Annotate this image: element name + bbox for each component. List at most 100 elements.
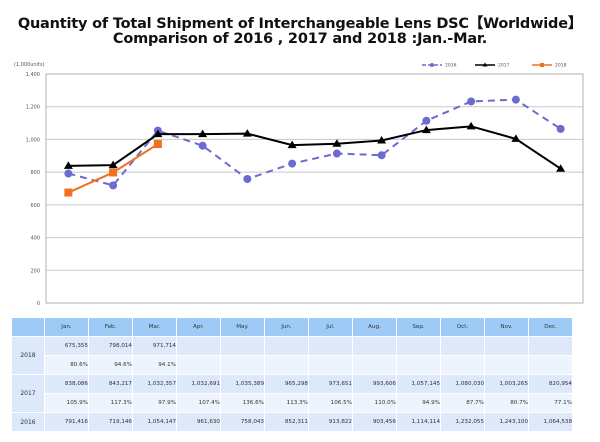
- table-cell-ratio: 117.3%: [89, 394, 132, 412]
- table-cell-units: 1,064,538: [529, 413, 572, 431]
- y-tick-label: 400: [30, 236, 40, 242]
- data-point-2016: [109, 181, 118, 190]
- data-point-2016: [422, 116, 431, 125]
- table-cell-units: 1,080,030: [441, 375, 484, 393]
- table-cell-units: 1,054,147: [133, 413, 176, 431]
- data-point-2018: [109, 168, 118, 177]
- table-row-ratio: 105.9% 117.3% 97.9% 107.4% 136.6% 113.3% 106.5…: [12, 394, 572, 412]
- y-tick-label: 200: [30, 268, 40, 274]
- table-cell-ratio: 110.0%: [353, 394, 396, 412]
- table-header-month: Sep.: [397, 318, 440, 336]
- table-header-month: Aug.: [353, 318, 396, 336]
- table-cell-units: 675,355: [45, 337, 88, 355]
- table-cell-units: 1,035,389: [221, 375, 264, 393]
- series-line-2016: [68, 98, 562, 187]
- data-point-2016: [377, 151, 386, 160]
- table-cell-units: 903,456: [353, 413, 396, 431]
- table-cell-units: 1,057,145: [397, 375, 440, 393]
- y-tick-label: 1,400: [26, 72, 40, 78]
- data-point-2017: [198, 129, 208, 138]
- series-group: [63, 95, 566, 197]
- data-point-2017: [242, 129, 252, 137]
- y-tick-labels: 0 200 400 600 800 1,000 1,200 1,400: [26, 72, 40, 307]
- table-cell-ratio: 107.4%: [177, 394, 220, 412]
- legend-marker-2017: [482, 62, 488, 67]
- data-point-2018: [153, 140, 162, 149]
- table-row-ratio: 80.6% 94.6% 94.1%: [12, 356, 572, 374]
- series-2017: [63, 121, 566, 172]
- data-point-2017: [556, 164, 566, 172]
- table-year-cell: 2017: [12, 375, 44, 412]
- table-cell-ratio: 106.5%: [309, 394, 352, 412]
- table-cell-ratio: [529, 356, 572, 374]
- table-cell-units: [177, 337, 220, 355]
- series-line-2017: [68, 125, 562, 170]
- table-cell-ratio: [397, 356, 440, 374]
- data-table: Jan. Feb. Mar. Apr. May. Jun. Jul. Aug. Sep. Oct.…: [11, 317, 573, 432]
- table-cell-ratio: 105.9%: [45, 394, 88, 412]
- table-cell-units: 913,822: [309, 413, 352, 431]
- table-cell-units: 1,243,100: [485, 413, 528, 431]
- y-tick-label: 800: [30, 170, 40, 176]
- table-cell-units: [529, 337, 572, 355]
- table-cell-ratio: [265, 356, 308, 374]
- table-header-month: Feb.: [89, 318, 132, 336]
- plot-area-frame: [45, 73, 584, 304]
- table-cell-ratio: [441, 356, 484, 374]
- chart-title-line1: Quantity of Total Shipment of Interchang…: [17, 16, 583, 32]
- table-cell-ratio: 136.6%: [221, 394, 264, 412]
- data-point-2017: [466, 121, 476, 130]
- table-cell-units: [309, 337, 352, 355]
- table-cell-units: [265, 337, 308, 355]
- table-cell-ratio: 94.1%: [133, 356, 176, 374]
- table-cell-units: 798,014: [89, 337, 132, 355]
- table-cell-ratio: 113.3%: [265, 394, 308, 412]
- legend: 2016 2017 2018: [422, 62, 567, 69]
- data-point-2016: [243, 175, 252, 184]
- table-cell-units: [441, 337, 484, 355]
- legend-label-2016: 2016: [445, 63, 457, 69]
- table-header-month: Mar.: [133, 318, 176, 336]
- table-cell-ratio: [177, 356, 220, 374]
- table-cell-ratio: 94.9%: [397, 394, 440, 412]
- table-cell-ratio: [353, 356, 396, 374]
- table-cell-units: 1,114,114: [397, 413, 440, 431]
- table-cell-units: 1,032,357: [133, 375, 176, 393]
- table-cell-ratio: 94.6%: [89, 356, 132, 374]
- table-cell-ratio: 97.9%: [133, 394, 176, 412]
- table-cell-units: 1,232,055: [441, 413, 484, 431]
- data-point-2017: [108, 160, 118, 169]
- grid-lines: [46, 73, 583, 271]
- data-point-2018: [64, 188, 73, 197]
- data-point-2016: [64, 169, 73, 178]
- data-point-2017: [377, 135, 387, 144]
- data-point-2017: [332, 139, 342, 147]
- table-cell-units: 993,606: [353, 375, 396, 393]
- table-cell-ratio: [309, 356, 352, 374]
- table-cell-units: 971,714: [133, 337, 176, 355]
- table-year-cell: 2018: [12, 337, 44, 374]
- y-tick-label: 1,000: [26, 137, 40, 143]
- table-cell-units: 1,003,265: [485, 375, 528, 393]
- table-cell-units: 838,086: [45, 375, 88, 393]
- chart-title-line2: Comparison of 2016 , 2017 and 2018 :Jan.…: [112, 31, 488, 47]
- table-cell-ratio: [485, 356, 528, 374]
- y-axis-unit-label: (1,000units): [14, 62, 45, 68]
- table-cell-units: 791,416: [45, 413, 88, 431]
- data-point-2017: [511, 134, 521, 142]
- data-point-2016: [467, 97, 476, 106]
- table-header-month: Nov.: [485, 318, 528, 336]
- legend-label-2017: 2017: [498, 63, 510, 69]
- table-year-cell: 2016: [12, 413, 44, 431]
- table-cell-ratio: 77.1%: [529, 394, 572, 412]
- table-cell-units: 965,298: [265, 375, 308, 393]
- table-cell-units: 820,954: [529, 375, 572, 393]
- data-point-2016: [556, 124, 565, 133]
- data-point-2017: [63, 161, 73, 169]
- data-point-2017: [153, 129, 163, 138]
- y-tick-label: 600: [30, 203, 40, 209]
- table-header-month: May.: [221, 318, 264, 336]
- table-cell-units: 719,146: [89, 413, 132, 431]
- series-2016: [64, 95, 565, 190]
